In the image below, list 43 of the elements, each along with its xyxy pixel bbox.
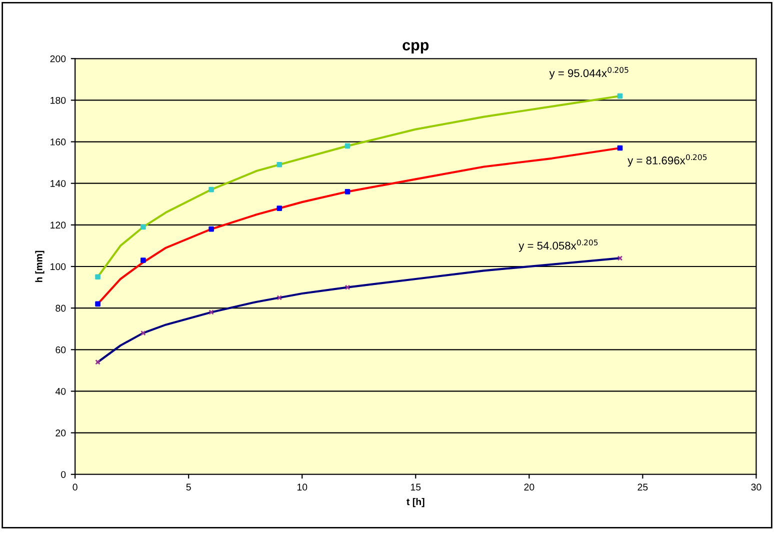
point [95,274,100,280]
x-tick-label: 15 [410,484,421,491]
annotation: y = 95.044x$^{0.205}$ [549,66,628,80]
point [276,162,282,168]
point [95,301,100,307]
chart-title: cpp [402,42,429,54]
y-tick-label: 80 [56,304,66,312]
x-tick-label: 25 [638,484,648,491]
point [276,295,282,300]
point [617,256,623,261]
y-tick-label: 60 [56,346,66,354]
point [344,189,350,194]
y-tick-label: 140 [50,180,66,187]
annotation: y = 81.696x$^{0.205}$ [628,154,707,167]
point [140,224,146,230]
point [617,93,623,99]
point [208,186,214,192]
point [344,284,350,290]
point [344,143,350,149]
y-tick-label: 40 [55,388,66,395]
x-tick-label: 0 [72,484,78,491]
x-tick-label: 5 [186,484,191,491]
x-tick-label: 20 [524,484,534,491]
point [208,226,214,232]
y-tick-label: 200 [50,55,66,62]
y-tick-label: 0 [61,471,66,478]
x-axis-title: t [h] [406,498,424,508]
point [208,310,214,315]
point [140,330,146,336]
y-tick-label: 120 [50,222,66,229]
y-tick-label: 20 [56,430,66,436]
point [617,145,623,151]
point [95,359,100,365]
x-tick-label: 10 [297,484,308,491]
y-tick-label: 100 [50,263,66,270]
y-tick-label: 160 [50,138,66,146]
y-axis-title: h [mm] [35,250,44,282]
annotation: y = 54.058x$^{0.205}$ [518,239,598,252]
y-tick-label: 180 [50,96,66,104]
line-series [96,257,622,364]
point [276,206,282,211]
x-tick-label: 30 [751,484,762,491]
point [140,258,146,263]
